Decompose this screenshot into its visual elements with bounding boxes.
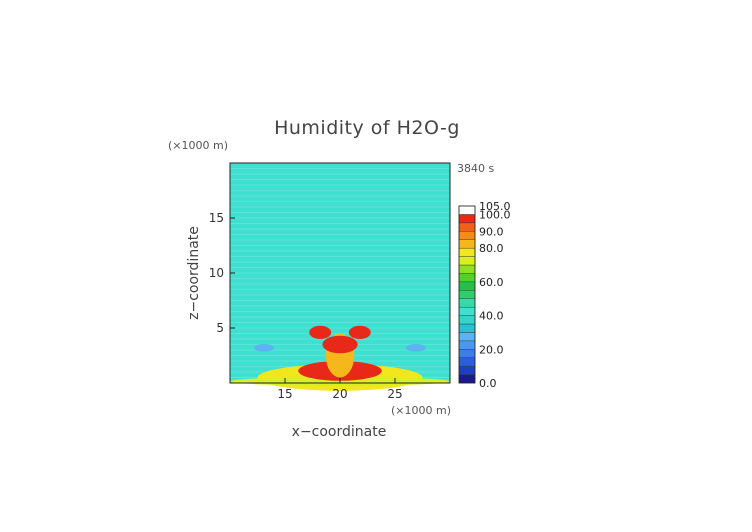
colorbar-swatch	[458, 205, 476, 215]
y-tick-label: 10	[209, 266, 224, 280]
colorbar-label: 0.0	[479, 377, 497, 390]
colorbar-swatch	[458, 349, 476, 358]
colorbar-swatch	[458, 357, 476, 367]
colorbar-label: 90.0	[479, 225, 504, 238]
colorbar-swatch	[458, 214, 476, 224]
y-axis-ticks: 5 10 15	[209, 211, 235, 335]
colorbar-label: 105.0	[479, 200, 511, 213]
colorbar-label: 40.0	[479, 310, 504, 323]
y-axis-label: z−coordinate	[186, 226, 202, 320]
colorbar-swatch	[458, 222, 476, 232]
colorbar-label: 60.0	[479, 276, 504, 289]
time-label: 3840 s	[457, 162, 494, 175]
colorbar-swatch	[458, 239, 476, 249]
colorbar-swatch	[458, 365, 476, 375]
colorbar-label: 100.0	[479, 208, 511, 221]
colorbar-swatch	[458, 256, 476, 266]
x-axis-ticks: 15 20 25	[277, 378, 403, 401]
heatmap-plot	[230, 163, 450, 391]
x-unit-label: (×1000 m)	[391, 404, 451, 417]
heatmap-region	[406, 343, 426, 352]
colorbar-swatch	[458, 306, 476, 316]
colorbar-swatch	[458, 264, 476, 274]
colorbar-swatch	[458, 290, 476, 299]
colorbar-swatch	[458, 247, 476, 257]
y-unit-label: (×1000 m)	[168, 139, 228, 152]
colorbar-frame	[458, 205, 476, 384]
y-tick-label: 15	[209, 211, 224, 225]
colorbar-swatch	[458, 340, 476, 350]
colorbar-swatch	[458, 323, 476, 333]
chart-title: Humidity of H2O-g	[274, 117, 460, 139]
heatmap-region	[322, 335, 358, 354]
colorbar-swatch	[458, 332, 476, 342]
y-tick-label: 5	[216, 321, 224, 335]
colorbar-swatch	[458, 315, 476, 325]
x-tick-label: 25	[387, 387, 402, 401]
colorbar-label: 20.0	[479, 343, 504, 356]
colorbar-label: 80.0	[479, 242, 504, 255]
colorbar-swatch	[458, 231, 476, 240]
x-tick-label: 15	[277, 387, 292, 401]
x-axis-label: x−coordinate	[292, 424, 387, 440]
colorbar-swatch	[458, 273, 476, 283]
colorbar-swatch	[458, 281, 476, 291]
colorbar-swatch	[458, 298, 476, 308]
heatmap-region	[348, 325, 371, 339]
colorbar-swatch	[458, 374, 476, 384]
heatmap-region	[309, 325, 332, 339]
heatmap-region	[254, 343, 274, 352]
x-tick-label: 20	[332, 387, 347, 401]
